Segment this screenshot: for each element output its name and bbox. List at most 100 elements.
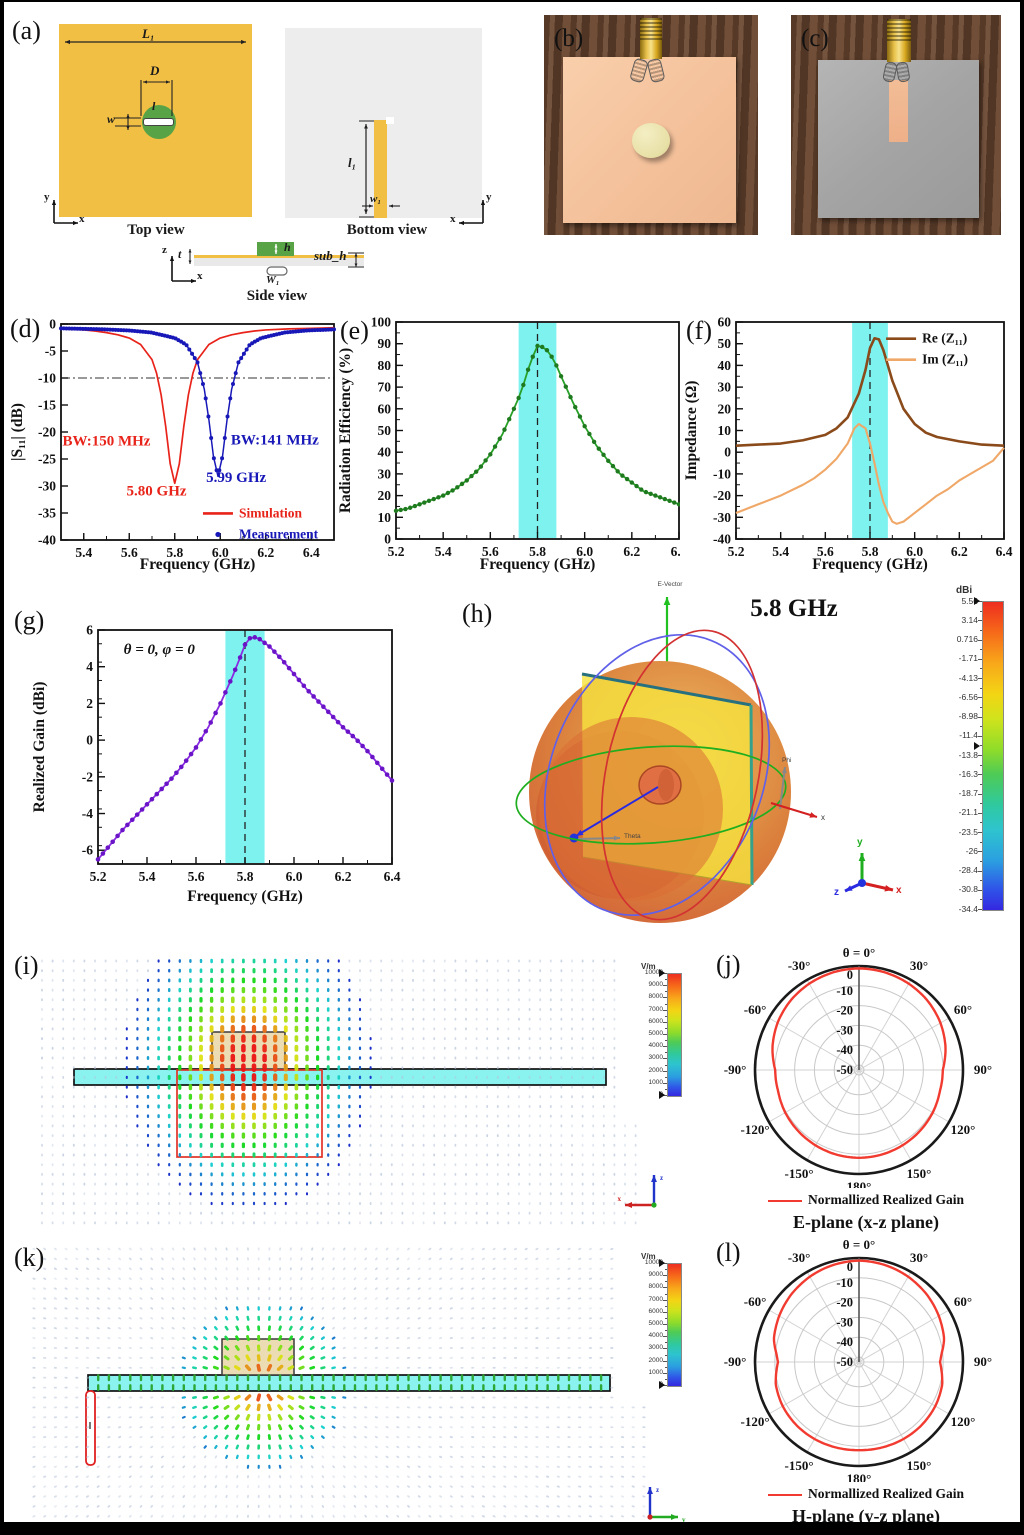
svg-text:6.0: 6.0 [286,869,303,884]
svg-text:5.6: 5.6 [817,544,834,559]
svg-text:40: 40 [378,445,392,460]
hfield-vector-plot: yz [32,1247,686,1522]
dim-l: l [152,99,156,113]
axis-y-bottom-view: y [486,191,492,203]
svg-text:60°: 60° [954,1002,972,1017]
legend-label: Normallized Realized Gain [808,1486,964,1501]
dim-L1: L₁ [142,26,155,41]
impedance-chart: 5.2 5.4 5.6 5.8 6.0 6.2 6.4 -40 -30 -20 -10 0 10 20 30… [684,308,1020,576]
panel-label-a: (a) [12,16,41,45]
svg-text:-30: -30 [836,1315,853,1329]
svg-text:60: 60 [718,315,732,330]
svg-text:0: 0 [49,317,56,332]
svg-text:0: 0 [384,532,391,547]
svg-text:-40: -40 [836,1043,853,1057]
svg-text:5.4: 5.4 [772,544,789,559]
svg-text:150°: 150° [907,1166,932,1181]
svg-text:5.4: 5.4 [435,544,452,559]
panel-g-gain-chart: (g) 5.2 5.4 5.6 5.8 6.0 6.2 6.4 -6 -4 -2 0 2 4 6 Frequ… [14,598,414,908]
svg-text:y: y [682,1516,686,1522]
dimension-arrows [51,39,486,284]
svg-text:-10: -10 [713,466,731,481]
svg-text:BW:150 MHz: BW:150 MHz [63,434,151,450]
svg-text:z: z [660,1174,663,1182]
hplane-polar-chart: 0 -10 -20 -30 -40 -50 θ = 0° 30° 60° 90° 120° 150° 1… [704,1234,1020,1482]
axis-x-top-view: x [79,213,85,225]
svg-text:-10: -10 [836,1276,853,1290]
svg-text:5.6: 5.6 [121,545,138,560]
microstrip-feed-line [374,120,387,218]
panel-e-efficiency-chart: (e) 5.2 5.4 5.6 5.8 6.0 6.2 6.4 0 10 20 30 40 50 60 70… [338,308,680,576]
eplane-title: E-plane (x-z plane) [793,1212,939,1232]
dim-W1: W₁ [266,274,280,286]
axis-y-top-view: y [44,191,50,203]
svg-text:θ = 0°: θ = 0° [843,945,875,960]
svg-text:6.4: 6.4 [303,545,320,560]
svg-text:2: 2 [86,696,93,711]
x-axis-small-label: x [821,813,825,822]
feed-strip-photo [889,80,908,142]
svg-text:20: 20 [378,488,392,503]
svg-text:6.0: 6.0 [576,544,593,559]
panel-c-photo-back: (c) [791,15,1001,235]
legend-line-sample [768,1493,802,1496]
svg-text:-40: -40 [713,532,731,547]
svg-text:-10: -10 [38,371,56,386]
svg-text:80: 80 [378,358,392,373]
svg-text:Frequency (GHz): Frequency (GHz) [480,556,596,573]
svg-text:5.2: 5.2 [388,544,405,559]
svg-text:-10: -10 [836,984,853,998]
svg-text:6: 6 [86,623,93,638]
axis-x-side-view: x [197,270,203,282]
svg-text:Simulation: Simulation [239,505,303,520]
efield-vector-plot: zx [41,958,663,1225]
svg-text:0: 0 [724,445,731,460]
dim-w1: w₁ [370,193,382,205]
svg-text:150°: 150° [907,1458,932,1473]
svg-text:z: z [656,1486,659,1494]
s11-chart: 5.4 5.6 5.8 6.0 6.2 6.4 0 -5 -10 -15 -20 -25 -30 -35 -… [10,308,336,576]
svg-text:Measurement: Measurement [239,526,319,541]
svg-text:5.8: 5.8 [237,869,254,884]
svg-text:70: 70 [378,380,392,395]
svg-text:-120°: -120° [741,1414,770,1429]
svg-text:6.4: 6.4 [384,869,401,884]
svg-text:-50: -50 [836,1355,853,1369]
figure-canvas: (a) L₁ D l w y x Top view l₁ w₁ y x Bott… [4,2,1020,1522]
svg-text:-30: -30 [836,1023,853,1037]
svg-text:-6: -6 [82,843,93,858]
svg-text:Realized Gain (dBi): Realized Gain (dBi) [31,682,48,813]
sma-connector [640,18,662,59]
svg-text:-60°: -60° [744,1294,767,1309]
svg-text:0: 0 [847,968,853,982]
svg-text:-60°: -60° [744,1002,767,1017]
svg-text:90°: 90° [974,1062,992,1077]
panel-b-photo-front: (b) [544,15,758,235]
panel-f-impedance-chart: (f) 5.2 5.4 5.6 5.8 6.0 6.2 6.4 -40 -30 -20 -10 0 10… [684,308,1020,576]
svg-text:-15: -15 [38,398,56,413]
panel-label-j: (j) [716,950,741,979]
svg-text:6.0: 6.0 [906,544,923,559]
svg-text:90: 90 [378,336,392,351]
svg-text:60°: 60° [954,1294,972,1309]
svg-text:100: 100 [371,315,392,330]
svg-text:5.2: 5.2 [728,544,745,559]
svg-text:θ = 0, φ = 0: θ = 0, φ = 0 [124,642,196,658]
efficiency-chart: 5.2 5.4 5.6 5.8 6.0 6.2 6.4 0 10 20 30 40 50 60 70 80 90… [338,308,680,576]
svg-text:120°: 120° [951,1414,976,1429]
svg-text:30°: 30° [910,1250,928,1265]
svg-text:6.4: 6.4 [996,544,1013,559]
svg-text:6.2: 6.2 [951,544,968,559]
svg-text:Radiation Efficiency (%): Radiation Efficiency (%) [338,348,354,513]
dim-t: t [178,247,182,261]
dim-w: w [107,112,116,126]
svg-text:-90°: -90° [724,1354,747,1369]
svg-text:6.2: 6.2 [257,545,274,560]
svg-text:-90°: -90° [724,1062,747,1077]
panel-a-schematic: (a) L₁ D l w y x Top view l₁ w₁ y x Bott… [4,2,526,312]
gain-chart: 5.2 5.4 5.6 5.8 6.0 6.2 6.4 -6 -4 -2 0 2 4 6 Frequency… [14,598,414,908]
svg-text:5.80 GHz: 5.80 GHz [127,484,187,500]
